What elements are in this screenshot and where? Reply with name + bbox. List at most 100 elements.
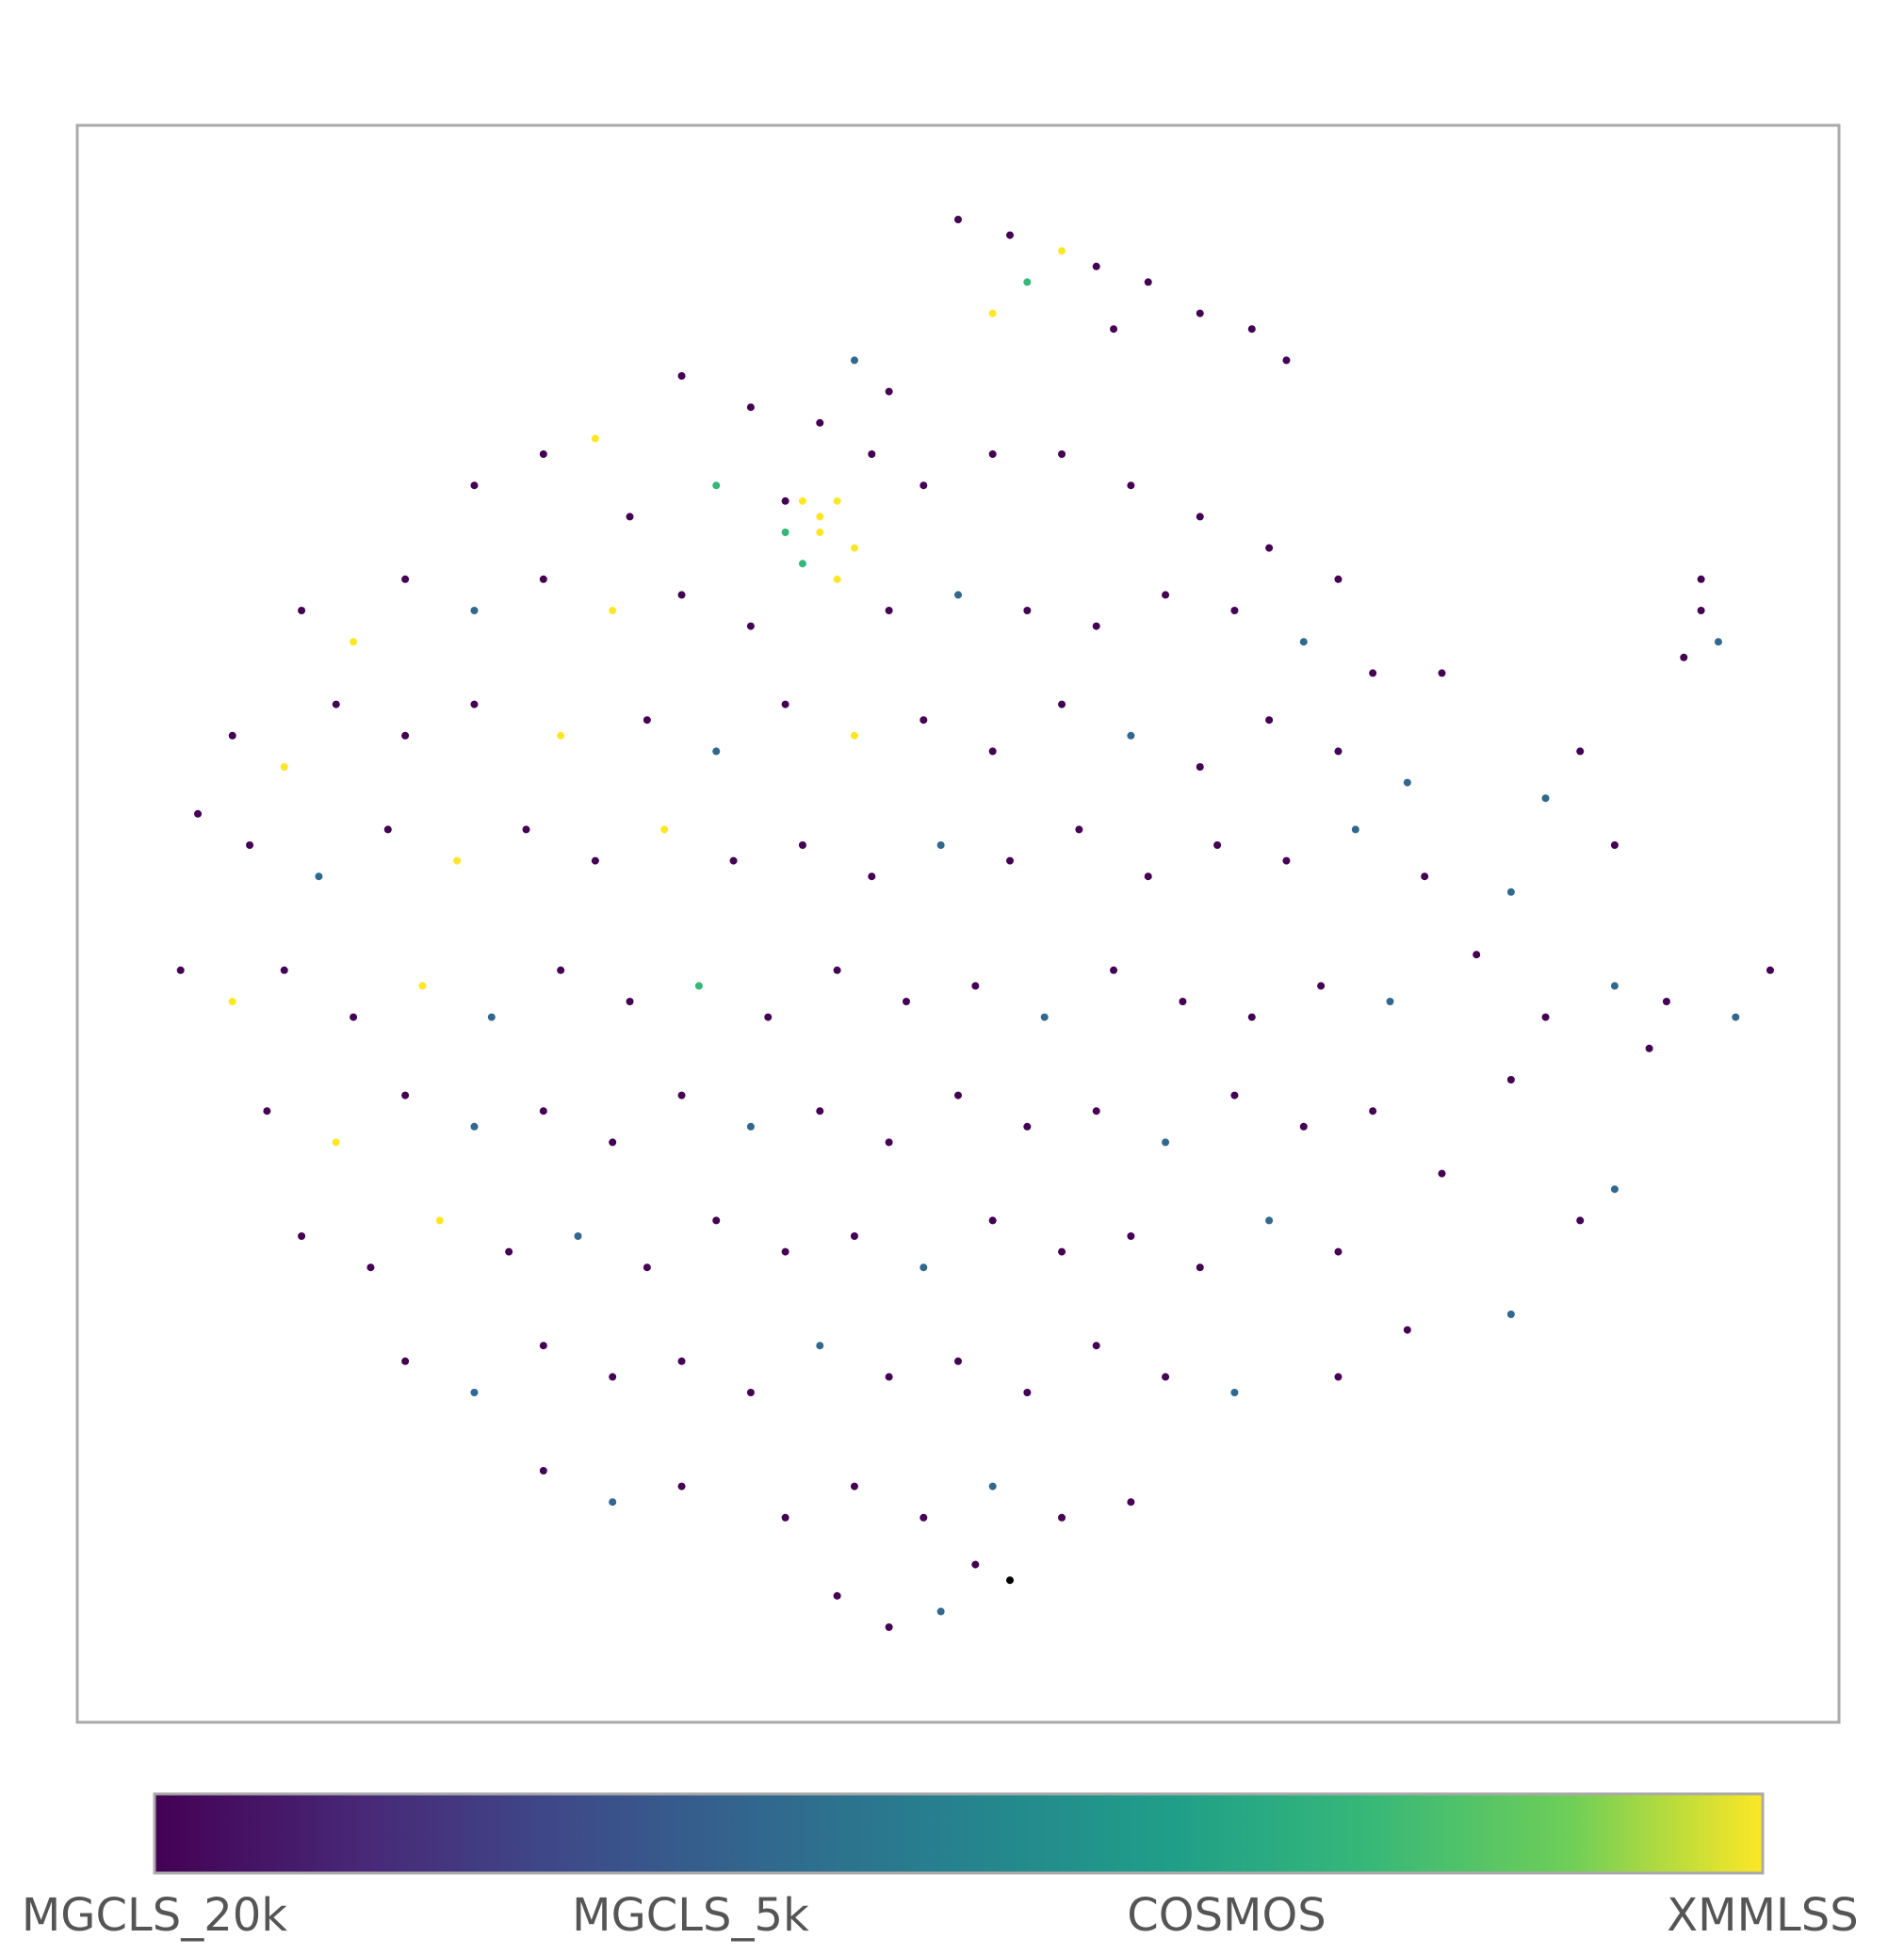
point — [798, 841, 806, 849]
point — [591, 434, 599, 443]
point — [643, 716, 651, 725]
point — [609, 1138, 617, 1147]
point — [401, 575, 410, 583]
point — [1506, 888, 1515, 896]
point — [1697, 607, 1705, 614]
point — [470, 700, 479, 709]
point — [1023, 1122, 1032, 1131]
point — [833, 575, 841, 583]
point — [228, 998, 236, 1005]
point — [435, 1216, 444, 1225]
point — [1196, 309, 1204, 318]
point — [971, 982, 980, 990]
point — [1058, 700, 1066, 709]
point — [1369, 669, 1377, 677]
point — [626, 513, 634, 521]
point — [470, 607, 479, 614]
point — [1058, 1247, 1066, 1256]
point — [746, 1389, 755, 1396]
point — [505, 1247, 513, 1256]
point — [988, 747, 997, 756]
point — [764, 1013, 773, 1021]
point — [643, 1263, 651, 1272]
point — [591, 856, 599, 865]
point — [470, 1389, 479, 1396]
point — [988, 1482, 997, 1491]
point — [1058, 450, 1066, 458]
point — [1334, 1247, 1343, 1256]
point — [1697, 575, 1705, 583]
point — [1299, 1122, 1308, 1131]
point — [401, 1091, 410, 1100]
point — [816, 513, 824, 521]
point — [1334, 1373, 1343, 1381]
point — [816, 1107, 824, 1116]
colorbar — [153, 1792, 1765, 1875]
point — [781, 700, 789, 709]
point — [868, 450, 876, 458]
point — [1541, 794, 1550, 803]
point — [1645, 1044, 1653, 1052]
point — [712, 481, 721, 490]
point — [988, 450, 997, 458]
point — [401, 731, 410, 740]
point — [1196, 763, 1204, 771]
point — [176, 966, 185, 974]
colorbar-labels: MGCLS_20k MGCLS_5k COSMOS XMMLSS — [22, 1889, 1859, 1942]
point — [557, 731, 565, 740]
point — [1662, 998, 1670, 1005]
point — [1092, 262, 1100, 270]
point — [1144, 872, 1152, 881]
point — [1196, 1263, 1204, 1272]
point — [833, 1591, 841, 1600]
point — [885, 1373, 893, 1381]
point — [539, 1342, 547, 1350]
point — [850, 1232, 858, 1240]
point — [971, 1560, 980, 1569]
point — [366, 1263, 375, 1272]
point — [1230, 1389, 1239, 1396]
point — [1438, 1169, 1446, 1178]
point — [194, 809, 203, 818]
point — [1421, 872, 1429, 881]
point — [1213, 841, 1222, 849]
point — [833, 966, 841, 974]
point — [1162, 1138, 1170, 1147]
point — [1006, 856, 1015, 865]
point — [677, 372, 686, 380]
point — [228, 731, 236, 740]
point — [781, 529, 789, 536]
point — [315, 872, 323, 881]
point — [1162, 591, 1170, 599]
point — [1040, 1013, 1049, 1021]
point — [798, 560, 806, 568]
point — [868, 872, 876, 881]
point — [816, 1342, 824, 1350]
point — [816, 418, 824, 427]
point — [246, 841, 254, 849]
point — [1576, 747, 1585, 756]
point — [954, 1357, 962, 1365]
point — [1092, 1107, 1100, 1116]
point — [1351, 825, 1359, 834]
point — [885, 1138, 893, 1147]
point — [1680, 653, 1688, 661]
point — [626, 998, 634, 1005]
point — [350, 1013, 358, 1021]
point — [1473, 951, 1481, 959]
point — [850, 356, 858, 365]
point — [1092, 622, 1100, 630]
point — [1196, 513, 1204, 521]
point — [1092, 1342, 1100, 1350]
point — [1282, 856, 1291, 865]
point — [1265, 716, 1274, 725]
point — [1179, 998, 1187, 1005]
point — [1058, 1513, 1066, 1522]
point — [1127, 1498, 1135, 1507]
point — [1058, 247, 1066, 255]
point — [833, 497, 841, 505]
point — [1144, 278, 1152, 286]
points — [176, 216, 1774, 1631]
point — [1610, 841, 1619, 849]
